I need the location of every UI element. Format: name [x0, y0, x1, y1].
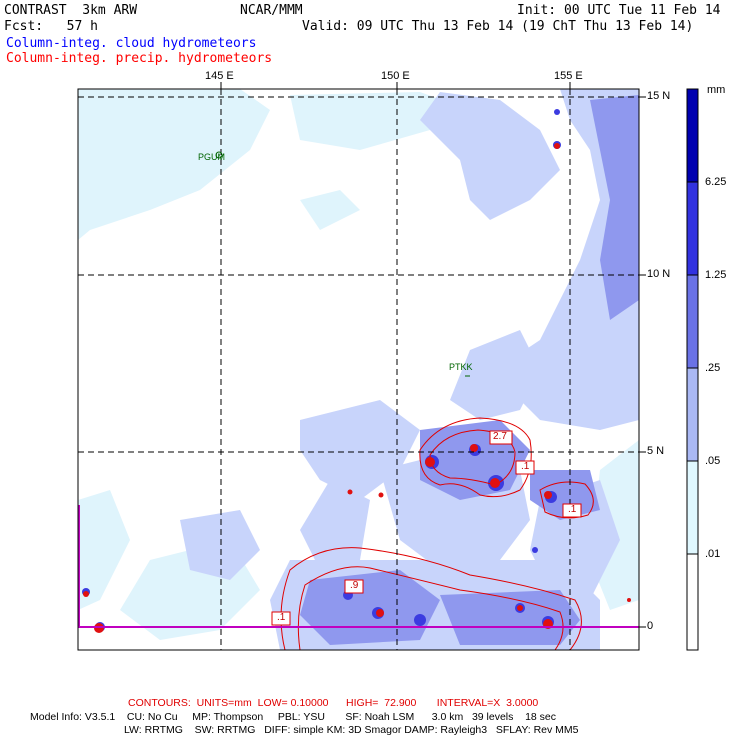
- lat-lon-grid: [78, 89, 639, 650]
- center-name: NCAR/MMM: [240, 3, 303, 18]
- station-pgum: PGUM: [198, 152, 225, 162]
- model-info-line2: LW: RRTMG SW: RRTMG DIFF: simple KM: 3D …: [124, 724, 579, 736]
- colorbar-label-125: 1.25: [705, 269, 727, 281]
- lon-label-155: 155 E: [554, 70, 583, 82]
- colorbar-label-005: .05: [705, 455, 721, 467]
- init-time: Init: 00 UTC Tue 11 Feb 14: [517, 3, 721, 18]
- station-markers: [215, 151, 470, 377]
- colorbar-label-001: .01: [705, 548, 721, 560]
- colorbar-unit: mm: [707, 84, 726, 96]
- contour-label: .1: [277, 612, 286, 623]
- colorbar-label-025: .25: [705, 362, 721, 374]
- lat-label-10n: 10 N: [647, 268, 671, 280]
- contour-label: 2.7: [493, 431, 507, 442]
- field-precip-label: Column-integ. precip. hydrometeors: [6, 51, 273, 66]
- station-ptkk: PTKK: [449, 362, 473, 372]
- lat-label-0: 0: [647, 620, 654, 632]
- precip-contours: [280, 417, 594, 650]
- contour-label-boxes: [271, 430, 582, 626]
- colorbar: [686, 88, 699, 651]
- contour-info: CONTOURS: UNITS=mm LOW= 0.10000 HIGH= 72…: [128, 697, 539, 709]
- field-cloud-label: Column-integ. cloud hydrometeors: [6, 36, 257, 51]
- contour-label: .1: [521, 461, 530, 472]
- lon-label-145: 145 E: [205, 70, 234, 82]
- lon-label-150: 150 E: [381, 70, 410, 82]
- forecast-hour: Fcst: 57 h: [4, 19, 98, 34]
- lat-label-15n: 15 N: [647, 90, 671, 102]
- contour-label: .9: [350, 580, 359, 591]
- map-frame: [77, 88, 640, 651]
- lat-label-5n: 5 N: [647, 445, 665, 457]
- model-info-line1: Model Info: V3.5.1 CU: No Cu MP: Thompso…: [30, 711, 556, 723]
- model-title: CONTRAST 3km ARW: [4, 3, 138, 18]
- contour-label: .1: [568, 504, 577, 515]
- valid-time: Valid: 09 UTC Thu 13 Feb 14 (19 ChT Thu …: [302, 19, 694, 34]
- colorbar-label-625: 6.25: [705, 176, 727, 188]
